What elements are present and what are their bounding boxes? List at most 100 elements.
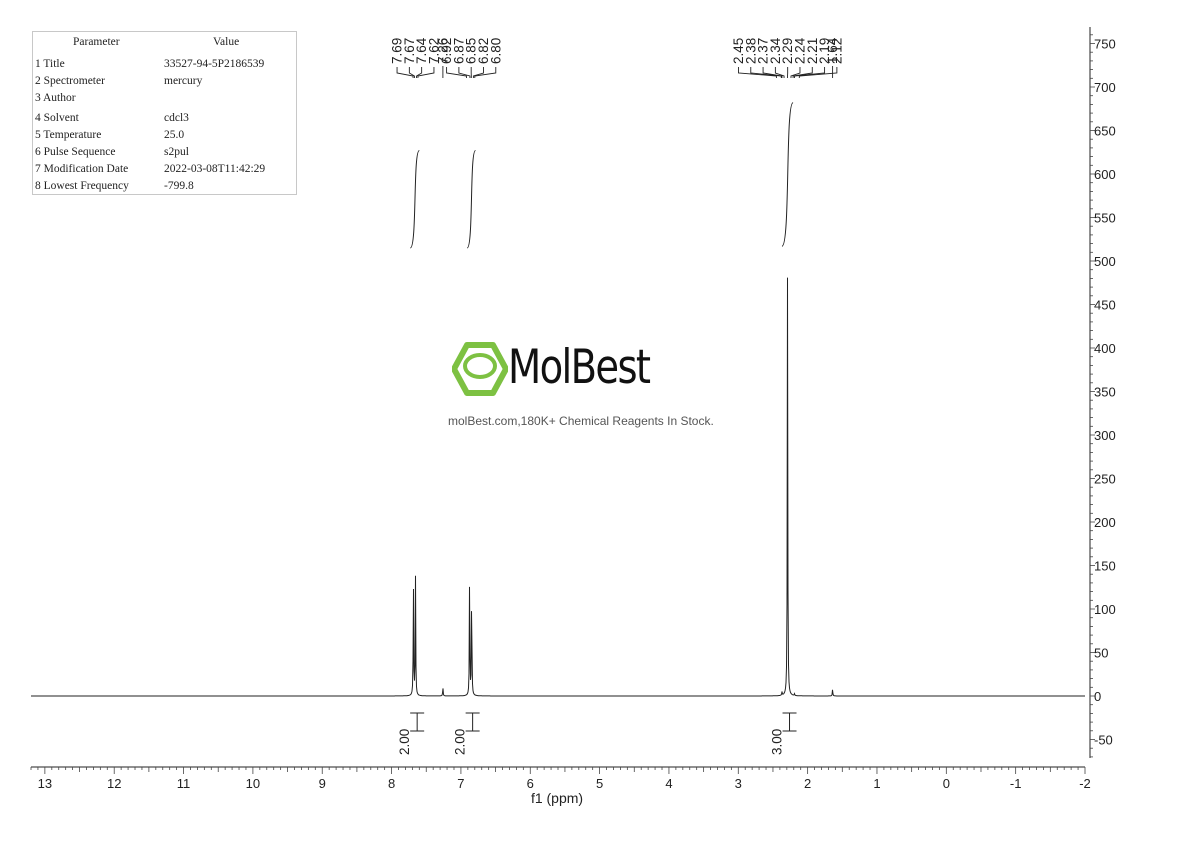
peak-label: 7.62 — [426, 38, 441, 64]
peak-label: 6.82 — [476, 38, 491, 64]
spectrum-trace — [31, 277, 1085, 697]
peak-label: 7.26 — [435, 38, 450, 64]
peak-label: 6.80 — [488, 38, 503, 64]
x-tick-label: 9 — [319, 776, 326, 791]
x-tick-label: 13 — [38, 776, 52, 791]
x-tick-label: 0 — [943, 776, 950, 791]
peak-label: 2.34 — [768, 37, 783, 64]
parameter-value: -799.8 — [164, 180, 194, 192]
x-tick-label: 7 — [457, 776, 464, 791]
peak-connector — [396, 67, 414, 78]
y-tick-label: 350 — [1094, 385, 1116, 400]
x-axis-label: f1 (ppm) — [531, 790, 583, 806]
parameter-header: Parameter — [73, 36, 120, 48]
peak-label: 2.38 — [743, 38, 758, 64]
peak-label: 2.24 — [792, 37, 807, 64]
peak-connector — [798, 67, 838, 78]
y-tick-label: 400 — [1094, 341, 1116, 356]
parameter-name: 8 Lowest Frequency — [35, 180, 129, 192]
peak-connector — [762, 67, 783, 78]
parameter-row: 8 Lowest Frequency -799.8 — [33, 180, 296, 194]
y-tick-label: 250 — [1094, 472, 1116, 487]
parameter-row: 2 Spectrometer mercury — [33, 75, 296, 89]
y-tick-label: 300 — [1094, 428, 1116, 443]
x-tick-label: 11 — [177, 776, 191, 791]
x-tick-label: 8 — [388, 776, 395, 791]
peak-connector — [792, 67, 813, 78]
integral-label: 2.00 — [397, 729, 412, 755]
y-tick-label: 500 — [1094, 254, 1116, 269]
peak-connector — [417, 67, 435, 78]
y-tick-label: 150 — [1094, 559, 1116, 574]
peak-label: 2.19 — [817, 38, 832, 64]
peak-label: 2.37 — [756, 38, 771, 64]
x-tick-label: 5 — [596, 776, 603, 791]
brand-name: MolBest — [508, 340, 651, 395]
x-axis: 13 12 11 10 9 8 7 6 5 4 3 2 1 0 -1 -2 — [30, 766, 1091, 791]
parameter-value: 2022-03-08T11:42:29 — [164, 163, 266, 175]
integral-curve — [409, 150, 420, 249]
parameter-name: 4 Solvent — [35, 112, 79, 124]
y-tick-label: 200 — [1094, 515, 1116, 530]
parameter-value: mercury — [164, 75, 203, 87]
x-tick-label: 1 — [873, 776, 880, 791]
x-tick-label: 3 — [735, 776, 742, 791]
parameter-name: 5 Temperature — [35, 129, 102, 141]
peak-connector — [416, 67, 423, 78]
parameter-value: 25.0 — [164, 129, 185, 141]
peak-connector — [790, 67, 801, 78]
peak-label: 7.69 — [390, 38, 405, 64]
peak-labels: 7.697.677.647.627.266.926.876.856.826.80… — [390, 37, 844, 78]
y-tick-label: 650 — [1094, 124, 1116, 139]
molbest-logo: MolBest — [452, 340, 667, 398]
peak-connector — [474, 67, 497, 78]
peak-label: 7.67 — [402, 38, 417, 64]
x-tick-label: 10 — [246, 776, 260, 791]
x-tick-label: -2 — [1079, 776, 1091, 791]
parameter-row: 7 Modification Date 2022-03-08T11:42:29 — [33, 163, 296, 177]
peak-label: 2.12 — [829, 38, 844, 64]
benzene-logo-icon — [452, 342, 508, 396]
peak-connector — [472, 67, 484, 78]
peak-label: 2.29 — [780, 38, 795, 64]
y-tick-label: 700 — [1094, 80, 1116, 95]
peak-connector — [446, 67, 467, 78]
peak-label: 2.45 — [731, 38, 746, 64]
y-tick-label: 600 — [1094, 167, 1116, 182]
peak-label: 6.87 — [451, 38, 466, 64]
integral-curves — [409, 102, 794, 249]
peak-label: 1.64 — [825, 37, 840, 64]
peak-label: 6.92 — [439, 38, 454, 64]
peak-label: 7.64 — [414, 37, 429, 64]
peak-connector — [408, 67, 415, 78]
integral-label: 3.00 — [770, 729, 785, 755]
y-tick-label: 750 — [1094, 37, 1116, 52]
parameter-value: 33527-94-5P2186539 — [164, 58, 265, 70]
y-tick-label: 50 — [1094, 646, 1108, 661]
peak-connector — [794, 67, 826, 78]
y-tick-label: 0 — [1094, 689, 1101, 704]
peak-connector — [750, 67, 782, 78]
parameter-name: 6 Pulse Sequence — [35, 146, 116, 158]
y-tick-label: 100 — [1094, 602, 1116, 617]
parameter-name: 3 Author — [35, 92, 76, 104]
y-tick-label: 450 — [1094, 298, 1116, 313]
y-axis: 7507006506005505004504003503002502001501… — [1089, 27, 1116, 758]
x-tick-label: 12 — [107, 776, 121, 791]
parameter-name: 1 Title — [35, 58, 65, 70]
x-tick-label: 4 — [665, 776, 672, 791]
peak-connector — [774, 67, 785, 78]
parameter-value: s2pul — [164, 146, 189, 158]
parameter-row: 1 Title 33527-94-5P2186539 — [33, 58, 296, 72]
watermark-tagline: molBest.com,180K+ Chemical Reagents In S… — [448, 414, 714, 428]
integral-marks: 2.00 2.00 3.00 — [397, 712, 797, 755]
peak-connector — [738, 67, 777, 78]
parameter-value: cdcl3 — [164, 112, 189, 124]
parameter-row: 5 Temperature 25.0 — [33, 129, 296, 143]
integral-curve — [466, 150, 476, 249]
integral-curve — [781, 102, 794, 247]
value-header: Value — [213, 36, 240, 48]
x-tick-label: 2 — [804, 776, 811, 791]
parameter-table: Parameter Value 1 Title 33527-94-5P218653… — [32, 31, 297, 195]
